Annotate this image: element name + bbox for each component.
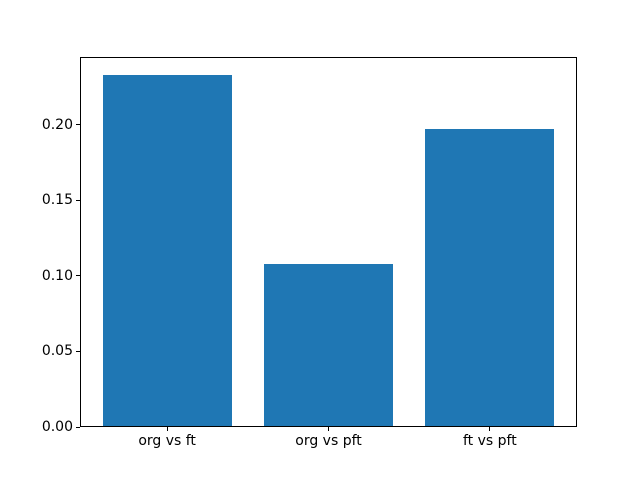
bar-org-vs-ft: [102, 74, 232, 427]
y-axis-tick: [76, 350, 80, 352]
y-tick-label: 0.10: [41, 267, 73, 284]
y-axis-tick: [76, 275, 80, 277]
y-axis-tick: [76, 426, 80, 428]
y-axis-tick: [76, 124, 80, 126]
y-tick-label: 0.20: [41, 116, 73, 133]
x-tick-label: org vs ft: [138, 433, 196, 449]
bar-org-vs-pft: [263, 263, 394, 427]
y-axis-tick: [76, 199, 80, 201]
x-axis-tick: [489, 427, 491, 431]
bar-ft-vs-pft: [425, 129, 555, 427]
x-tick-label: ft vs pft: [463, 433, 517, 449]
x-axis-tick: [166, 427, 168, 431]
x-tick-label: org vs pft: [295, 433, 362, 449]
y-tick-label: 0.15: [41, 192, 73, 209]
x-axis-tick: [328, 427, 329, 431]
y-tick-label: 0.05: [41, 343, 73, 360]
y-tick-label: 0.00: [41, 419, 73, 435]
